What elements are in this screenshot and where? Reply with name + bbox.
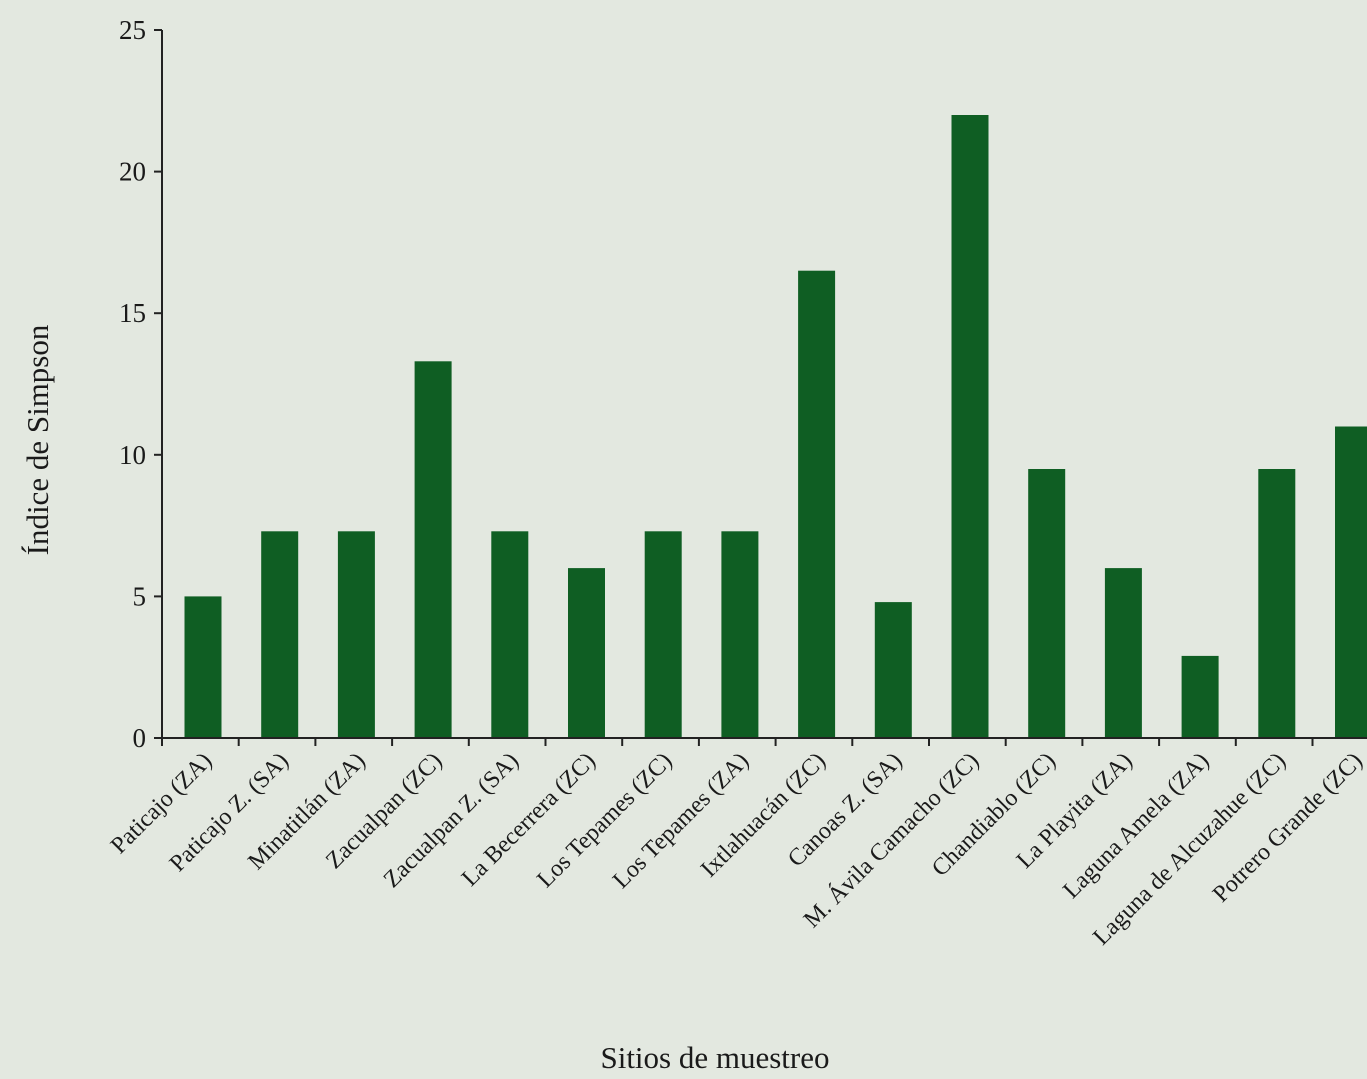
x-tick-label: La Becerrera (ZC)	[457, 748, 601, 892]
bar-6	[568, 568, 605, 738]
x-tick-label: Zacualpan Z. (SA)	[379, 748, 524, 893]
bar-8	[721, 531, 759, 738]
x-axis-title: Sitios de muestreo	[600, 1040, 829, 1075]
bar-7	[644, 531, 682, 738]
x-tick-label: Los Tepames (ZA)	[608, 748, 754, 894]
y-tick-label: 25	[119, 15, 146, 45]
bar-12	[1028, 469, 1066, 738]
bar-13	[1104, 568, 1142, 738]
x-axis-ticks: Paticajo (ZA)Paticajo Z. (SA)Minatitlán …	[106, 738, 1367, 950]
bar-14	[1181, 655, 1219, 738]
x-tick-label: Laguna Amela (ZA)	[1058, 748, 1214, 904]
x-tick-label: Los Tepames (ZC)	[532, 748, 677, 893]
y-tick-label: 10	[119, 440, 146, 470]
y-tick-label: 0	[133, 723, 147, 753]
bar-16	[1335, 426, 1367, 738]
x-tick-label: Potrero Grande (ZC)	[1208, 748, 1367, 908]
y-tick-label: 15	[119, 298, 146, 328]
bar-5	[491, 531, 529, 738]
bars-group	[184, 115, 1367, 738]
y-tick-label: 5	[133, 581, 147, 611]
y-axis-ticks: 0 5 10 15 20 25	[119, 15, 162, 753]
bar-2	[261, 531, 299, 738]
bar-1	[184, 596, 222, 738]
bar-4	[414, 361, 452, 738]
bar-10	[874, 602, 912, 738]
bar-11	[951, 115, 989, 738]
y-axis-title: Índice de Simpson	[20, 324, 55, 555]
bar-9	[798, 270, 836, 738]
bar-3	[337, 531, 375, 738]
bar-15	[1258, 469, 1296, 738]
y-tick-label: 20	[119, 157, 146, 187]
